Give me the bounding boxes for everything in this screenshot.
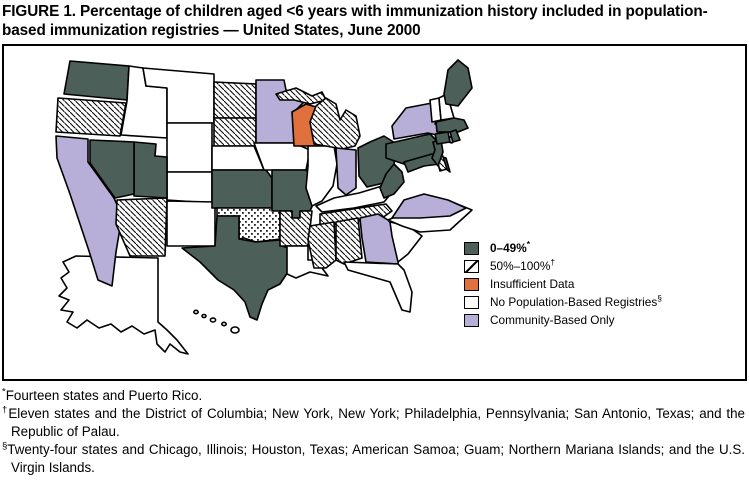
state-NV [89, 139, 135, 200]
legend-label: Community-Based Only [490, 312, 615, 327]
legend-item-community-based: Community-Based Only [464, 312, 662, 328]
legend-item-0-49: 0–49%* [464, 238, 662, 256]
legend-label: 50%–100%† [490, 256, 556, 273]
state-VA [391, 193, 467, 220]
state-IN [335, 147, 357, 197]
state-ME [443, 59, 473, 108]
legend-swatch-lavender [464, 314, 479, 328]
state-CT [434, 131, 451, 146]
legend-item-50-100: 50%–100%† [464, 256, 662, 274]
state-NM [166, 200, 216, 248]
state-TX [181, 215, 289, 322]
legend-swatch-dark [464, 242, 479, 256]
state-HI-island-0 [193, 309, 200, 315]
legend-swatch-orange [464, 278, 479, 292]
state-UT [133, 141, 168, 200]
legend-label: 0–49%* [490, 238, 531, 255]
state-CA [55, 135, 123, 288]
footnote-section: §Twenty-four states and Chicago, Illinoi… [2, 440, 745, 476]
figure-footnotes: *Fourteen states and Puerto Rico. †Eleve… [0, 381, 749, 477]
state-OR [55, 97, 127, 138]
footnote-dagger: †Eleven states and the District of Colum… [2, 404, 745, 440]
us-choropleth-map [55, 59, 473, 356]
state-IL [305, 145, 338, 208]
legend-swatch-hatch [464, 260, 479, 274]
legend-label: No Population-Based Registries§ [490, 292, 662, 309]
state-FL [343, 261, 413, 314]
legend-swatch-white [464, 296, 479, 310]
legend-label: Insufficient Data [490, 276, 575, 291]
state-AL [335, 217, 363, 266]
map-legend: 0–49%* 50%–100%† Insufficient Data No Po… [464, 238, 662, 328]
state-AK [58, 255, 189, 356]
state-WV [379, 163, 405, 200]
state-HI-island-1 [201, 314, 207, 319]
state-ND [213, 81, 257, 120]
state-RI [449, 129, 461, 144]
state-LA [286, 245, 329, 280]
state-MA [435, 117, 469, 134]
state-MI [309, 97, 361, 151]
state-AZ [115, 197, 168, 258]
state-WY [166, 122, 213, 174]
legend-item-no-registries: No Population-Based Registries§ [464, 292, 662, 310]
state-HI-island-4 [230, 326, 240, 335]
state-IA [253, 142, 311, 172]
state-HI-island-2 [209, 317, 217, 324]
state-WA [63, 60, 130, 102]
state-KS [211, 169, 273, 210]
figure-title: FIGURE 1. Percentage of children aged <6… [2, 3, 708, 39]
figure-frame: 0–49%* 50%–100%† Insufficient Data No Po… [2, 44, 747, 382]
footnote-asterisk: *Fourteen states and Puerto Rico. [2, 386, 203, 404]
state-CO [166, 171, 213, 205]
state-MS [307, 221, 337, 270]
state-SD [213, 117, 257, 148]
legend-item-insufficient-data: Insufficient Data [464, 276, 662, 292]
state-HI-island-3 [221, 321, 228, 327]
